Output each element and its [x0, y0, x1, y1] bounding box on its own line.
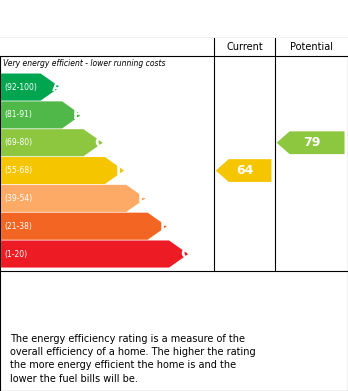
Polygon shape	[1, 74, 60, 100]
Text: (55-68): (55-68)	[4, 166, 32, 175]
Text: (1-20): (1-20)	[4, 249, 27, 258]
Text: The energy efficiency rating is a measure of the
overall efficiency of a home. T: The energy efficiency rating is a measur…	[10, 334, 256, 384]
Text: D: D	[116, 163, 127, 178]
Text: F: F	[159, 219, 169, 233]
Text: (92-100): (92-100)	[4, 83, 37, 91]
Text: Not energy efficient - higher running costs: Not energy efficient - higher running co…	[3, 271, 166, 280]
Text: B: B	[73, 108, 84, 122]
Polygon shape	[1, 213, 167, 240]
Bar	[0, 38, 348, 56]
Text: G: G	[180, 247, 191, 261]
Polygon shape	[1, 129, 103, 156]
Text: Energy Efficiency Rating: Energy Efficiency Rating	[10, 10, 239, 28]
Text: Current: Current	[226, 42, 263, 52]
Text: 2002/91/EC: 2002/91/EC	[209, 312, 265, 323]
Text: C: C	[95, 136, 105, 150]
Polygon shape	[1, 185, 145, 212]
Text: England & Wales: England & Wales	[10, 298, 180, 316]
Text: (81-91): (81-91)	[4, 110, 32, 119]
Text: 64: 64	[236, 164, 254, 177]
Text: (69-80): (69-80)	[4, 138, 32, 147]
Text: (39-54): (39-54)	[4, 194, 32, 203]
Text: EU Directive: EU Directive	[209, 295, 269, 305]
Text: (21-38): (21-38)	[4, 222, 32, 231]
Text: A: A	[52, 80, 62, 94]
Polygon shape	[1, 240, 188, 267]
Text: Very energy efficient - lower running costs: Very energy efficient - lower running co…	[3, 59, 166, 68]
Polygon shape	[1, 157, 124, 184]
Text: 79: 79	[303, 136, 321, 149]
Text: Potential: Potential	[290, 42, 333, 52]
Polygon shape	[277, 131, 345, 154]
FancyBboxPatch shape	[287, 289, 341, 325]
Polygon shape	[1, 101, 81, 128]
Text: E: E	[138, 191, 148, 205]
Polygon shape	[216, 159, 271, 182]
